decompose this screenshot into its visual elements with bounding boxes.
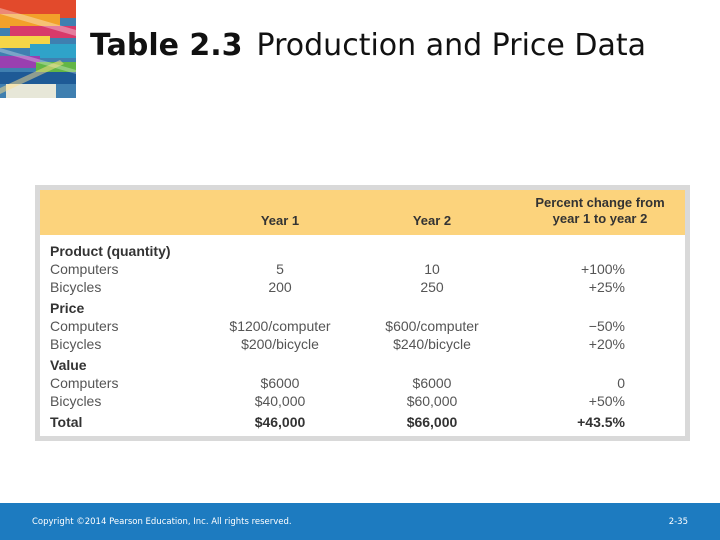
table-row-total: Total $46,000 $66,000 +43.5%	[40, 413, 685, 431]
header-year1: Year 1	[260, 213, 300, 228]
table-number: Table 2.3	[90, 28, 243, 63]
year1-value: $46,000	[254, 414, 306, 430]
row-label: Computers	[50, 318, 119, 334]
row-label: Bicycles	[50, 393, 102, 409]
percent-change-value: +20%	[588, 336, 625, 352]
row-label: Bicycles	[50, 336, 102, 352]
row-label: Price	[50, 300, 85, 316]
footer-bar: Copyright ©2014 Pearson Education, Inc. …	[0, 503, 720, 540]
year1-value: 5	[276, 261, 284, 277]
decorative-painting	[0, 0, 76, 98]
header-percent-line1: Percent change from	[535, 195, 665, 210]
copyright-text: Copyright ©2014 Pearson Education, Inc. …	[32, 517, 292, 527]
table-row: Bicycles $40,000 $60,000 +50%	[40, 392, 685, 410]
table-row: Computers $6000 $6000 0	[40, 374, 685, 392]
header-percent-line2: year 1 to year 2	[552, 211, 648, 226]
table-row: Computers $1200/computer $600/computer −…	[40, 317, 685, 335]
year2-value: $240/bicycle	[393, 336, 471, 352]
painting-image	[0, 0, 76, 98]
data-table: Year 1 Year 2 Percent change from year 1…	[35, 185, 690, 441]
year1-value: $6000	[260, 375, 300, 391]
year1-value: $40,000	[254, 393, 306, 409]
page-number: 2-35	[668, 517, 688, 527]
year2-value: 10	[424, 261, 440, 277]
table-row: Bicycles $200/bicycle $240/bicycle +20%	[40, 335, 685, 353]
percent-change-value: +50%	[588, 393, 625, 409]
table-row: Value	[40, 356, 685, 374]
table-row: Bicycles 200 250 +25%	[40, 278, 685, 296]
year1-value: $1200/computer	[229, 318, 331, 334]
table-title: Production and Price Data	[256, 28, 647, 63]
header-year2: Year 2	[412, 213, 452, 228]
row-label: Bicycles	[50, 279, 102, 295]
table-row: Price	[40, 299, 685, 317]
percent-change-value: +100%	[581, 261, 625, 277]
year1-value: 200	[268, 279, 292, 295]
year2-value: 250	[420, 279, 444, 295]
percent-change-value: 0	[617, 375, 625, 391]
header-percent-change: Percent change from year 1 to year 2	[515, 195, 685, 227]
slide-title: Table 2.3 Production and Price Data	[90, 26, 710, 70]
year2-value: $60,000	[406, 393, 458, 409]
percent-change-value: +25%	[588, 279, 625, 295]
row-label: Computers	[50, 375, 119, 391]
percent-change-value: +43.5%	[577, 414, 625, 430]
year2-value: $600/computer	[385, 318, 479, 334]
row-label: Computers	[50, 261, 119, 277]
year2-value: $6000	[412, 375, 452, 391]
year1-value: $200/bicycle	[241, 336, 319, 352]
row-label: Value	[50, 357, 87, 373]
year2-value: $66,000	[406, 414, 458, 430]
table-header: Year 1 Year 2 Percent change from year 1…	[40, 190, 685, 235]
percent-change-value: −50%	[588, 318, 625, 334]
table-row: Product (quantity)	[40, 242, 685, 260]
table-body: Year 1 Year 2 Percent change from year 1…	[40, 190, 685, 436]
row-label: Product (quantity)	[50, 243, 171, 259]
table-row: Computers 5 10 +100%	[40, 260, 685, 278]
row-label: Total	[50, 414, 83, 430]
